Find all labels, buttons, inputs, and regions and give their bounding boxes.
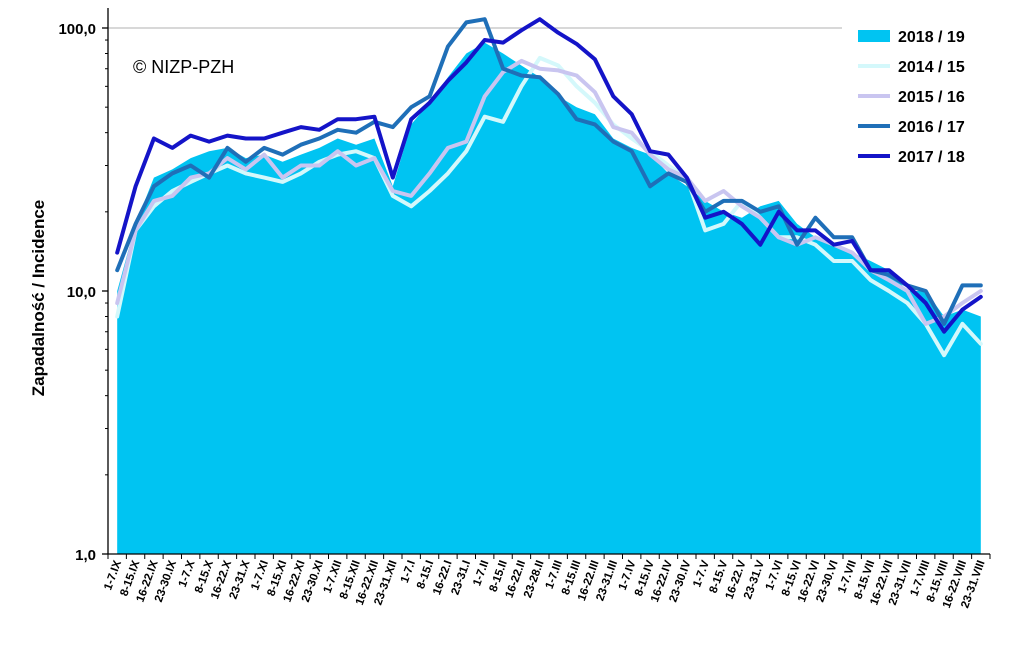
- series-line-4: [115, 17, 983, 334]
- y-tick-label: 10,0: [67, 284, 96, 301]
- copyright-label: © NIZP-PZH: [133, 57, 234, 77]
- legend: 2018 / 19 2014 / 15 2015 / 16 2016 / 17 2017…: [842, 18, 992, 176]
- series-line-1: [115, 55, 983, 358]
- legend-label: 2015 / 16: [898, 89, 965, 106]
- series-line-3: [115, 17, 983, 326]
- y-axis-label: Zapadalność / Incidence: [29, 200, 48, 397]
- x-tick-label: 1-7.I: [399, 559, 418, 585]
- legend-label: 2014 / 15: [898, 59, 965, 76]
- y-tick-label: 100,0: [58, 21, 96, 38]
- y-tick-label: 1,0: [75, 547, 96, 564]
- legend-swatch: [858, 30, 890, 42]
- x-tick-label: 1-7.II: [471, 559, 491, 588]
- series-area-0: [117, 42, 981, 554]
- legend-label: 2017 / 18: [898, 149, 965, 166]
- legend-label: 2018 / 19: [898, 29, 965, 46]
- legend-label: 2016 / 17: [898, 119, 965, 136]
